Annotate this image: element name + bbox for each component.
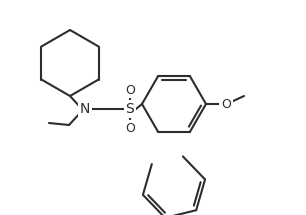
Text: O: O: [221, 97, 231, 111]
Text: S: S: [126, 102, 134, 116]
Text: N: N: [80, 102, 90, 116]
Text: O: O: [125, 83, 135, 97]
Text: O: O: [125, 121, 135, 135]
